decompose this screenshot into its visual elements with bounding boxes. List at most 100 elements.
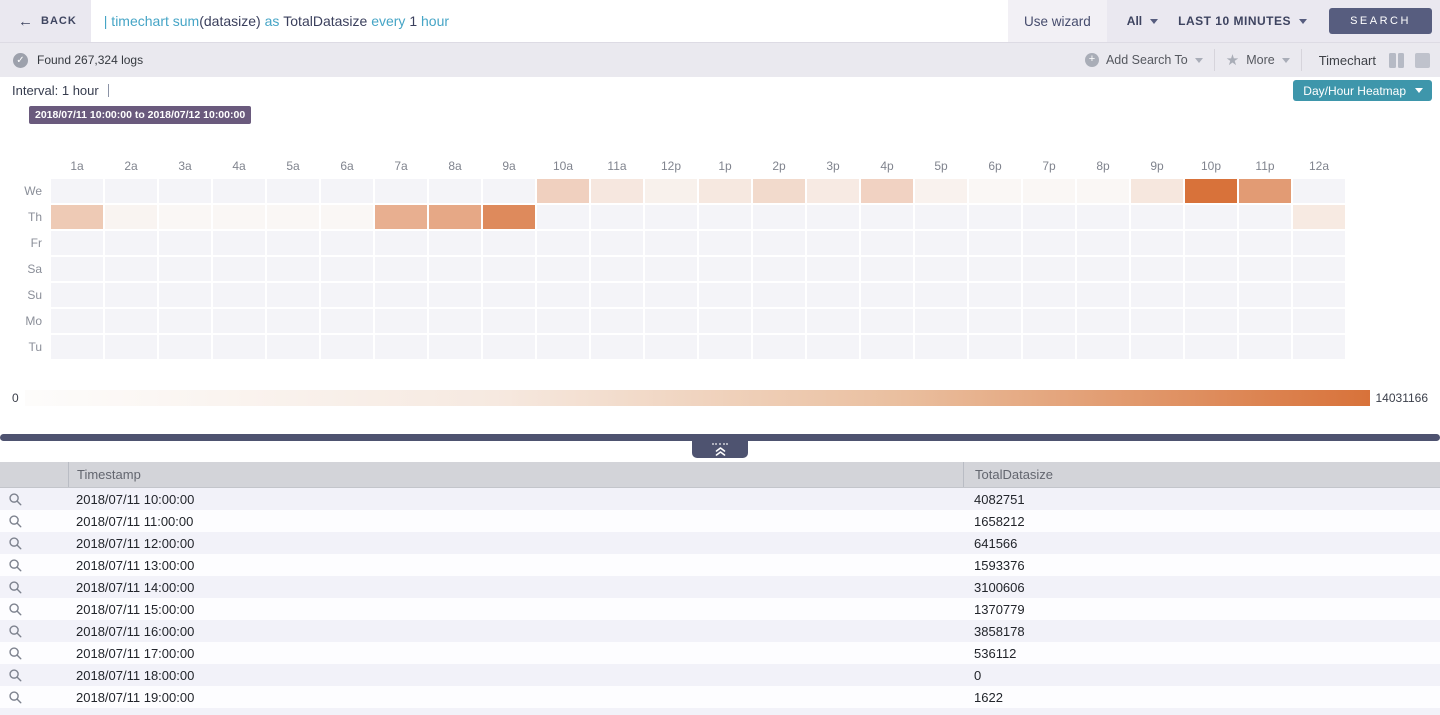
heatmap-cell[interactable]: [1131, 257, 1183, 281]
heatmap-cell[interactable]: [1293, 283, 1345, 307]
heatmap-cell[interactable]: [321, 205, 373, 229]
heatmap-cell[interactable]: [591, 257, 643, 281]
heatmap-cell[interactable]: [537, 283, 589, 307]
solid-chart-view-icon[interactable]: [1415, 52, 1430, 68]
table-row[interactable]: 2018/07/11 11:00:00 1658212: [0, 510, 1440, 532]
heatmap-cell[interactable]: [1293, 179, 1345, 203]
search-button[interactable]: SEARCH: [1329, 8, 1432, 34]
back-button[interactable]: ← BACK: [0, 0, 91, 42]
heatmap-cell[interactable]: [591, 335, 643, 359]
heatmap-cell[interactable]: [51, 309, 103, 333]
heatmap-cell[interactable]: [375, 335, 427, 359]
heatmap-cell[interactable]: [591, 283, 643, 307]
heatmap-cell[interactable]: [375, 205, 427, 229]
heatmap-cell[interactable]: [1239, 283, 1291, 307]
heatmap-cell[interactable]: [213, 179, 265, 203]
heatmap-cell[interactable]: [807, 257, 859, 281]
heatmap-cell[interactable]: [1131, 309, 1183, 333]
heatmap-cell[interactable]: [969, 335, 1021, 359]
heatmap-cell[interactable]: [267, 205, 319, 229]
heatmap-cell[interactable]: [807, 179, 859, 203]
inspect-cell[interactable]: [0, 690, 68, 705]
heatmap-cell[interactable]: [51, 205, 103, 229]
heatmap-cell[interactable]: [1293, 335, 1345, 359]
inspect-cell[interactable]: [0, 580, 68, 595]
magnifier-icon[interactable]: [8, 580, 23, 595]
heatmap-cell[interactable]: [753, 257, 805, 281]
heatmap-cell[interactable]: [861, 335, 913, 359]
heatmap-cell[interactable]: [915, 205, 967, 229]
scope-dropdown[interactable]: All: [1127, 14, 1159, 28]
heatmap-cell[interactable]: [1023, 335, 1075, 359]
heatmap-cell[interactable]: [645, 231, 697, 255]
table-row[interactable]: 2018/07/11 16:00:00 3858178: [0, 620, 1440, 642]
collapse-panel-button[interactable]: [692, 440, 748, 458]
heatmap-cell[interactable]: [105, 335, 157, 359]
heatmap-cell[interactable]: [969, 179, 1021, 203]
magnifier-icon[interactable]: [8, 536, 23, 551]
heatmap-cell[interactable]: [645, 179, 697, 203]
table-row[interactable]: 2018/07/11 18:00:00 0: [0, 664, 1440, 686]
heatmap-cell[interactable]: [1239, 257, 1291, 281]
heatmap-cell[interactable]: [537, 257, 589, 281]
inspect-cell[interactable]: [0, 536, 68, 551]
heatmap-cell[interactable]: [375, 231, 427, 255]
table-row[interactable]: 2018/07/11 12:00:00 641566: [0, 532, 1440, 554]
heatmap-cell[interactable]: [699, 257, 751, 281]
heatmap-cell[interactable]: [645, 283, 697, 307]
heatmap-cell[interactable]: [213, 257, 265, 281]
heatmap-cell[interactable]: [321, 179, 373, 203]
heatmap-cell[interactable]: [699, 231, 751, 255]
table-row[interactable]: 2018/07/11 13:00:00 1593376: [0, 554, 1440, 576]
heatmap-cell[interactable]: [429, 231, 481, 255]
heatmap-cell[interactable]: [1239, 205, 1291, 229]
heatmap-cell[interactable]: [483, 309, 535, 333]
inspect-cell[interactable]: [0, 624, 68, 639]
heatmap-cell[interactable]: [1131, 231, 1183, 255]
heatmap-cell[interactable]: [267, 257, 319, 281]
heatmap-cell[interactable]: [537, 231, 589, 255]
heatmap-cell[interactable]: [537, 335, 589, 359]
heatmap-cell[interactable]: [1185, 309, 1237, 333]
table-row[interactable]: 2018/07/11 10:00:00 4082751: [0, 488, 1440, 510]
heatmap-cell[interactable]: [699, 309, 751, 333]
heatmap-cell[interactable]: [1023, 179, 1075, 203]
heatmap-cell[interactable]: [51, 257, 103, 281]
table-row[interactable]: 2018/07/11 17:00:00 536112: [0, 642, 1440, 664]
heatmap-cell[interactable]: [483, 335, 535, 359]
heatmap-cell[interactable]: [537, 179, 589, 203]
heatmap-cell[interactable]: [159, 309, 211, 333]
heatmap-cell[interactable]: [591, 309, 643, 333]
table-row[interactable]: 2018/07/11 15:00:00 1370779: [0, 598, 1440, 620]
heatmap-cell[interactable]: [591, 179, 643, 203]
heatmap-cell[interactable]: [861, 257, 913, 281]
magnifier-icon[interactable]: [8, 690, 23, 705]
heatmap-cell[interactable]: [321, 309, 373, 333]
heatmap-cell[interactable]: [213, 231, 265, 255]
add-search-to-dropdown[interactable]: + Add Search To: [1084, 53, 1203, 67]
heatmap-cell[interactable]: [591, 231, 643, 255]
heatmap-cell[interactable]: [1293, 257, 1345, 281]
heatmap-cell[interactable]: [483, 283, 535, 307]
heatmap-cell[interactable]: [1239, 309, 1291, 333]
heatmap-cell[interactable]: [429, 179, 481, 203]
heatmap-cell[interactable]: [267, 179, 319, 203]
heatmap-cell[interactable]: [915, 283, 967, 307]
heatmap-cell[interactable]: [267, 283, 319, 307]
heatmap-cell[interactable]: [429, 309, 481, 333]
heatmap-cell[interactable]: [807, 309, 859, 333]
heatmap-cell[interactable]: [1185, 205, 1237, 229]
heatmap-cell[interactable]: [753, 283, 805, 307]
heatmap-cell[interactable]: [267, 309, 319, 333]
heatmap-cell[interactable]: [1077, 257, 1129, 281]
heatmap-cell[interactable]: [861, 179, 913, 203]
heatmap-cell[interactable]: [1023, 231, 1075, 255]
table-row[interactable]: 2018/07/11 14:00:00 3100606: [0, 576, 1440, 598]
table-row[interactable]: 2018/07/11 19:00:00 1622: [0, 686, 1440, 708]
heatmap-cell[interactable]: [915, 231, 967, 255]
heatmap-cell[interactable]: [591, 205, 643, 229]
heatmap-cell[interactable]: [159, 205, 211, 229]
heatmap-cell[interactable]: [321, 231, 373, 255]
heatmap-cell[interactable]: [645, 335, 697, 359]
heatmap-cell[interactable]: [537, 205, 589, 229]
